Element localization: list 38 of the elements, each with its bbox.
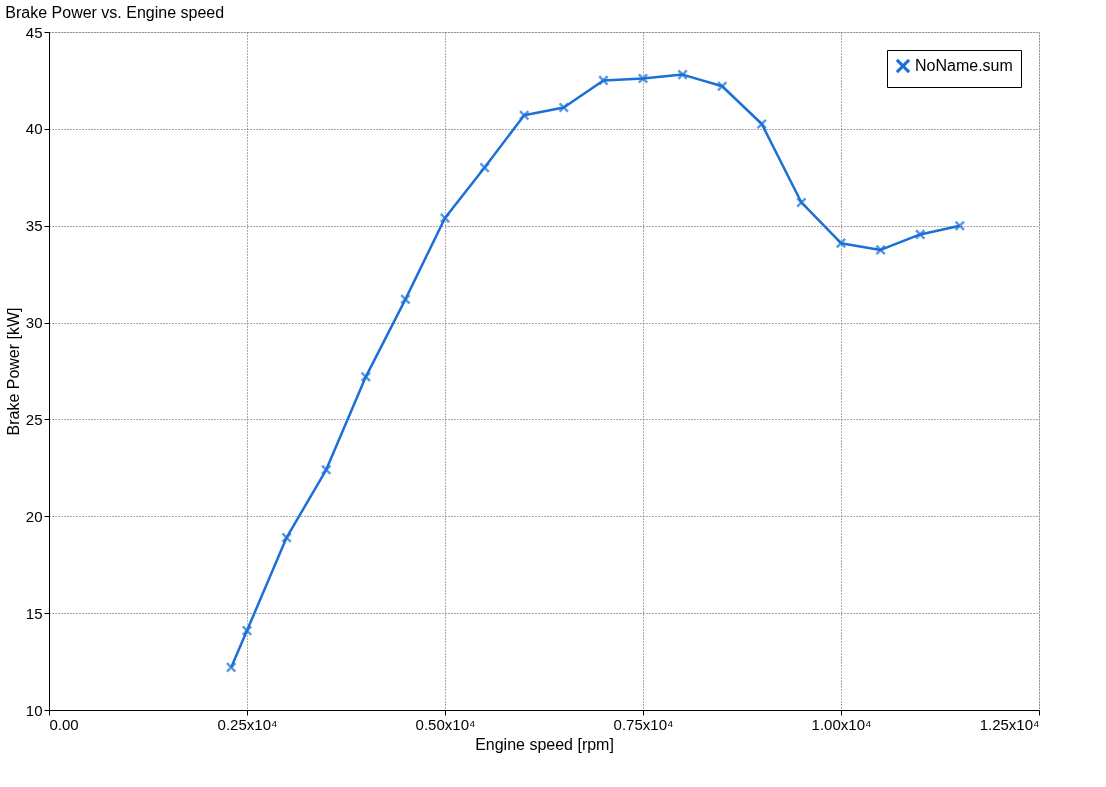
- point: [241, 625, 253, 637]
- point: [756, 118, 768, 130]
- y-tick-label: 35: [25, 217, 43, 235]
- x-tick-label: 1.25x10⁴: [979, 715, 1040, 733]
- point: [360, 371, 372, 383]
- y-tick-label: 40: [25, 120, 43, 138]
- point: [281, 532, 293, 544]
- chart-title: Brake Power vs. Engine speed: [5, 4, 225, 21]
- point: [875, 244, 887, 256]
- x-tick-label: 1.00x10⁴: [811, 715, 872, 733]
- y-tick-label: 20: [25, 507, 43, 525]
- point: [677, 69, 689, 81]
- x-axis-title: Engine speed [rpm]: [475, 735, 614, 753]
- x-tick-label: 0.50x10⁴: [415, 715, 476, 733]
- legend-label: NoName.sum: [915, 57, 1013, 74]
- x-tick-label: 0.75x10⁴: [613, 715, 674, 733]
- point: [716, 80, 728, 92]
- point: [637, 73, 649, 84]
- point: [597, 75, 609, 86]
- y-tick-label: 10: [25, 701, 43, 719]
- y-axis-title: Brake Power [kW]: [4, 307, 22, 436]
- x-tick-label: 0.00: [49, 715, 79, 733]
- y-tick-label: 45: [25, 23, 43, 41]
- point: [320, 464, 332, 476]
- x-tick-label: 0.25x10⁴: [217, 715, 278, 733]
- point: [835, 237, 847, 249]
- y-tick-label: 25: [25, 410, 43, 428]
- y-tick-label: 30: [25, 314, 43, 332]
- point: [954, 220, 966, 232]
- point: [914, 229, 926, 240]
- point: [225, 661, 237, 673]
- point: [518, 109, 530, 121]
- point: [795, 197, 807, 208]
- point: [558, 102, 570, 113]
- y-tick-label: 15: [25, 604, 43, 622]
- point: [479, 162, 491, 174]
- point: [399, 293, 411, 305]
- point: [439, 212, 451, 224]
